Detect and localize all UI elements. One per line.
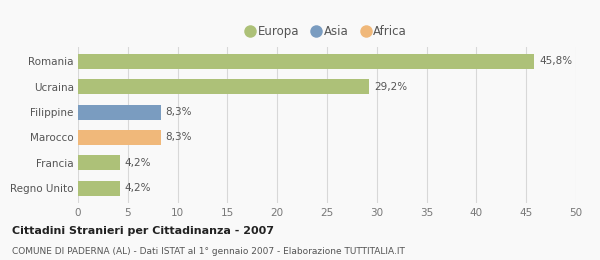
Text: 29,2%: 29,2% <box>374 82 407 92</box>
Bar <box>78 155 120 170</box>
Legend: Europa, Asia, Africa: Europa, Asia, Africa <box>247 25 407 38</box>
Text: 45,8%: 45,8% <box>539 56 572 67</box>
Text: 8,3%: 8,3% <box>166 107 192 117</box>
Bar <box>78 54 534 69</box>
Text: COMUNE DI PADERNA (AL) - Dati ISTAT al 1° gennaio 2007 - Elaborazione TUTTITALIA: COMUNE DI PADERNA (AL) - Dati ISTAT al 1… <box>12 247 405 256</box>
Bar <box>78 105 161 120</box>
Text: 8,3%: 8,3% <box>166 132 192 142</box>
Bar <box>78 180 120 196</box>
Bar <box>78 130 161 145</box>
Text: 4,2%: 4,2% <box>125 158 151 168</box>
Text: Cittadini Stranieri per Cittadinanza - 2007: Cittadini Stranieri per Cittadinanza - 2… <box>12 226 274 236</box>
Bar <box>78 79 369 94</box>
Text: 4,2%: 4,2% <box>125 183 151 193</box>
